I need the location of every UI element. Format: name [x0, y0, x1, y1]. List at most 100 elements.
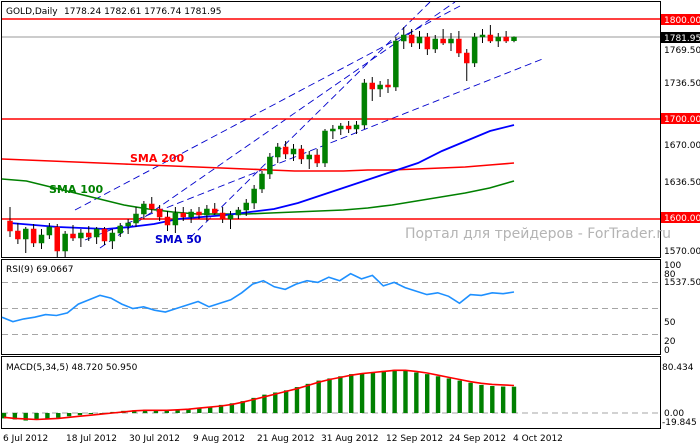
- time-label: 30 Jul 2012: [129, 434, 180, 444]
- macd-bar: [88, 413, 94, 415]
- candle-body: [227, 214, 234, 220]
- symbol-label: GOLD,Daily: [6, 7, 58, 17]
- level-label-box-1700: [661, 113, 700, 124]
- candle-body: [408, 34, 415, 44]
- candle-body: [133, 213, 139, 224]
- candle-body: [456, 38, 462, 54]
- macd-bar: [273, 392, 278, 413]
- macd-bar: [283, 390, 289, 413]
- candle-body: [196, 211, 202, 216]
- level-label-1800: 1800.00: [664, 16, 700, 26]
- candle-body: [243, 202, 249, 211]
- level-label-1600: 1600.00: [664, 214, 700, 224]
- macd-bar: [207, 406, 213, 413]
- candle-body: [338, 125, 344, 130]
- macd-bar: [56, 413, 61, 418]
- candle-body: [275, 146, 281, 158]
- candle-body: [117, 225, 123, 234]
- candle-body: [259, 173, 265, 190]
- price-tick: 1769.50: [664, 46, 700, 56]
- macd-bar: [370, 371, 376, 413]
- macd-bar: [349, 374, 354, 413]
- macd-bar: [251, 397, 256, 413]
- candle-body: [164, 216, 171, 226]
- candle-body: [448, 38, 454, 44]
- candle-body: [290, 148, 297, 155]
- macd-bar: [479, 384, 484, 413]
- candle-body: [219, 212, 226, 220]
- candle-body: [109, 232, 116, 242]
- sma200-label: SMA 200: [130, 152, 185, 165]
- main-panel-frame: [1, 1, 661, 258]
- sma200-line: [1, 158, 515, 172]
- macd-bar: [240, 401, 245, 413]
- candle-body: [487, 34, 494, 42]
- macd-bar: [500, 386, 506, 413]
- candle-body: [345, 125, 352, 130]
- candle-body: [432, 38, 438, 50]
- candle-body: [93, 228, 100, 238]
- rsi-tick-50: 50: [664, 318, 676, 328]
- candle-body: [180, 212, 186, 218]
- candle-body: [377, 84, 383, 90]
- channel-line: [84, 57, 546, 241]
- horizontal-levels[interactable]: [2, 18, 660, 220]
- level-label-1700: 1700.00: [664, 115, 700, 125]
- level-label-box-1800: [661, 14, 700, 25]
- macd-bar: [414, 372, 419, 413]
- candle-body: [149, 203, 155, 210]
- time-label: 18 Jul 2012: [66, 434, 117, 444]
- price-tick: 1670.00: [664, 141, 700, 151]
- candle-body: [495, 36, 501, 42]
- candle-body: [30, 228, 37, 244]
- macd-bar: [316, 380, 321, 413]
- macd-title: MACD(5,34,5) 48.720 50.950: [6, 363, 138, 373]
- macd-panel-frame: [1, 356, 661, 429]
- candle-body: [479, 34, 486, 38]
- candle-body: [7, 220, 13, 232]
- channel-line: [189, 1, 431, 239]
- macd-bar: [164, 410, 169, 413]
- candle-body: [471, 36, 478, 64]
- candle-body: [86, 232, 92, 238]
- macd-bar: [132, 410, 137, 413]
- level-label-box-1600: [661, 212, 700, 223]
- time-label: 4 Oct 2012: [513, 434, 563, 444]
- macd-tick-zero: 0.00: [664, 409, 684, 419]
- candle-body: [511, 36, 517, 42]
- rsi-tick-80: 80: [664, 270, 676, 280]
- macd-bar: [457, 380, 462, 413]
- time-label: 6 Jul 2012: [3, 434, 48, 444]
- candle-body: [62, 233, 68, 252]
- candle-body: [369, 82, 375, 90]
- candle-body: [424, 36, 431, 50]
- macd-bar: [381, 370, 386, 413]
- macd-bar: [186, 408, 191, 413]
- macd-bar: [468, 382, 473, 413]
- macd-bar: [424, 374, 430, 413]
- candle-body: [54, 226, 60, 252]
- rsi-line: [1, 272, 515, 323]
- candle-body: [141, 203, 147, 215]
- candle-body: [188, 211, 194, 218]
- rsi-tick-20: 20: [664, 337, 676, 347]
- candle-body: [156, 208, 163, 218]
- macd-bar: [327, 378, 332, 413]
- candle-body: [361, 82, 368, 126]
- candle-body: [251, 188, 257, 204]
- candle-body: [416, 36, 423, 44]
- candle-body: [125, 222, 131, 227]
- time-label: 21 Aug 2012: [257, 434, 315, 444]
- rsi-tick-0: 0: [664, 346, 670, 356]
- macd-bar: [359, 373, 365, 413]
- current-price-label: 1781.95: [664, 34, 700, 44]
- macd-bar: [12, 413, 18, 420]
- macd-bar: [197, 407, 202, 413]
- macd-bar: [511, 386, 517, 413]
- price-tick: 1736.50: [664, 79, 700, 89]
- candle-body: [298, 148, 305, 160]
- price-tick: 1570.00: [664, 247, 700, 257]
- candle-body: [282, 146, 289, 155]
- watermark-text: Портал для трейдеров - ForTrader.ru: [405, 226, 671, 242]
